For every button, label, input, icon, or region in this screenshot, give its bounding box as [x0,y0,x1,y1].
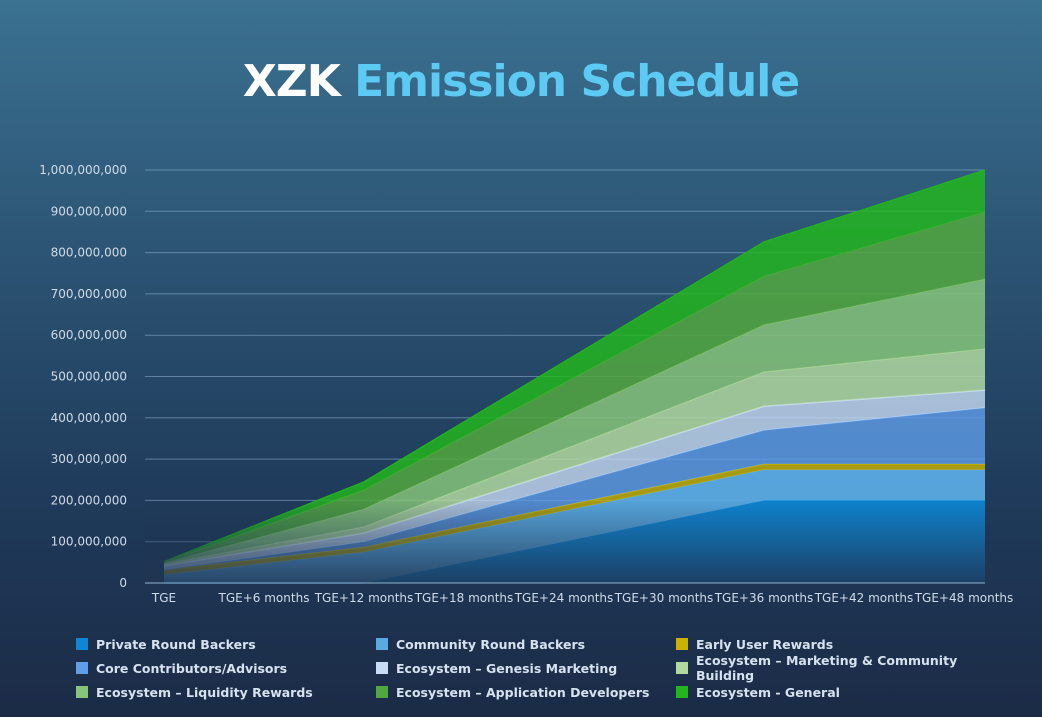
legend-label: Core Contributors/Advisors [96,660,288,676]
legend-label: Ecosystem – Liquidity Rewards [96,684,313,700]
chart-title: XZK Emission Schedule [0,56,1042,107]
legend-swatch [676,686,688,698]
legend-label: Early User Rewards [696,636,834,652]
y-tick-label: 1,000,000,000 [39,163,127,177]
legend-swatch [376,662,388,674]
x-tick-label: TGE+48 months [914,591,1014,605]
x-tick-label: TGE [151,591,176,605]
legend-label: Ecosystem – Application Developers [396,684,650,700]
legend-item: Ecosystem – Marketing & Community Buildi… [676,653,1016,683]
legend-label: Ecosystem – Marketing & Community Buildi… [696,653,958,683]
y-tick-label: 300,000,000 [51,452,127,466]
legend: Private Round Backers Community Round Bac… [76,636,1016,700]
legend-item: Core Contributors/Advisors [76,660,376,676]
x-tick-label: TGE+36 months [714,591,814,605]
legend-item: Ecosystem - General [676,684,1016,700]
y-tick-label: 700,000,000 [51,287,127,301]
legend-item: Ecosystem – Application Developers [376,684,676,700]
title-token: XZK [242,56,341,107]
legend-item: Community Round Backers [376,636,676,652]
legend-label: Community Round Backers [396,636,586,652]
legend-swatch [376,638,388,650]
y-tick-label: 500,000,000 [51,370,127,384]
legend-item: Private Round Backers [76,636,376,652]
y-tick-label: 600,000,000 [51,328,127,342]
bottom-fade [145,500,990,583]
legend-swatch [76,662,88,674]
x-tick-label: TGE+30 months [614,591,714,605]
x-tick-label: TGE+18 months [414,591,514,605]
legend-item: Early User Rewards [676,636,1016,652]
y-tick-label: 800,000,000 [51,246,127,260]
area-ecosystem-application-developers [164,212,985,564]
x-tick-label: TGE+42 months [814,591,914,605]
legend-swatch [676,662,688,674]
y-tick-label: 400,000,000 [51,411,127,425]
legend-swatch [676,638,688,650]
legend-label: Ecosystem – Genesis Marketing [396,660,618,676]
y-tick-label: 900,000,000 [51,204,127,218]
legend-swatch [76,638,88,650]
y-tick-label: 200,000,000 [51,493,127,507]
title-text: Emission Schedule [354,56,800,107]
legend-label: Ecosystem - General [696,684,840,700]
legend-item: Ecosystem – Liquidity Rewards [76,684,376,700]
legend-item: Ecosystem – Genesis Marketing [376,660,676,676]
area-core-contributors-advisors [164,407,985,570]
area-ecosystem-liquidity-rewards [164,279,985,565]
x-tick-label: TGE+12 months [314,591,414,605]
legend-label: Private Round Backers [96,636,256,652]
legend-swatch [376,686,388,698]
y-tick-label: 0 [119,576,127,590]
x-tick-label: TGE+24 months [514,591,614,605]
x-tick-label: TGE+6 months [218,591,310,605]
area-ecosystem-marketing-community-building [164,348,985,566]
y-tick-label: 100,000,000 [51,535,127,549]
legend-swatch [76,686,88,698]
area-ecosystem-genesis-marketing [164,390,985,570]
area-ecosystem-general [164,170,985,563]
